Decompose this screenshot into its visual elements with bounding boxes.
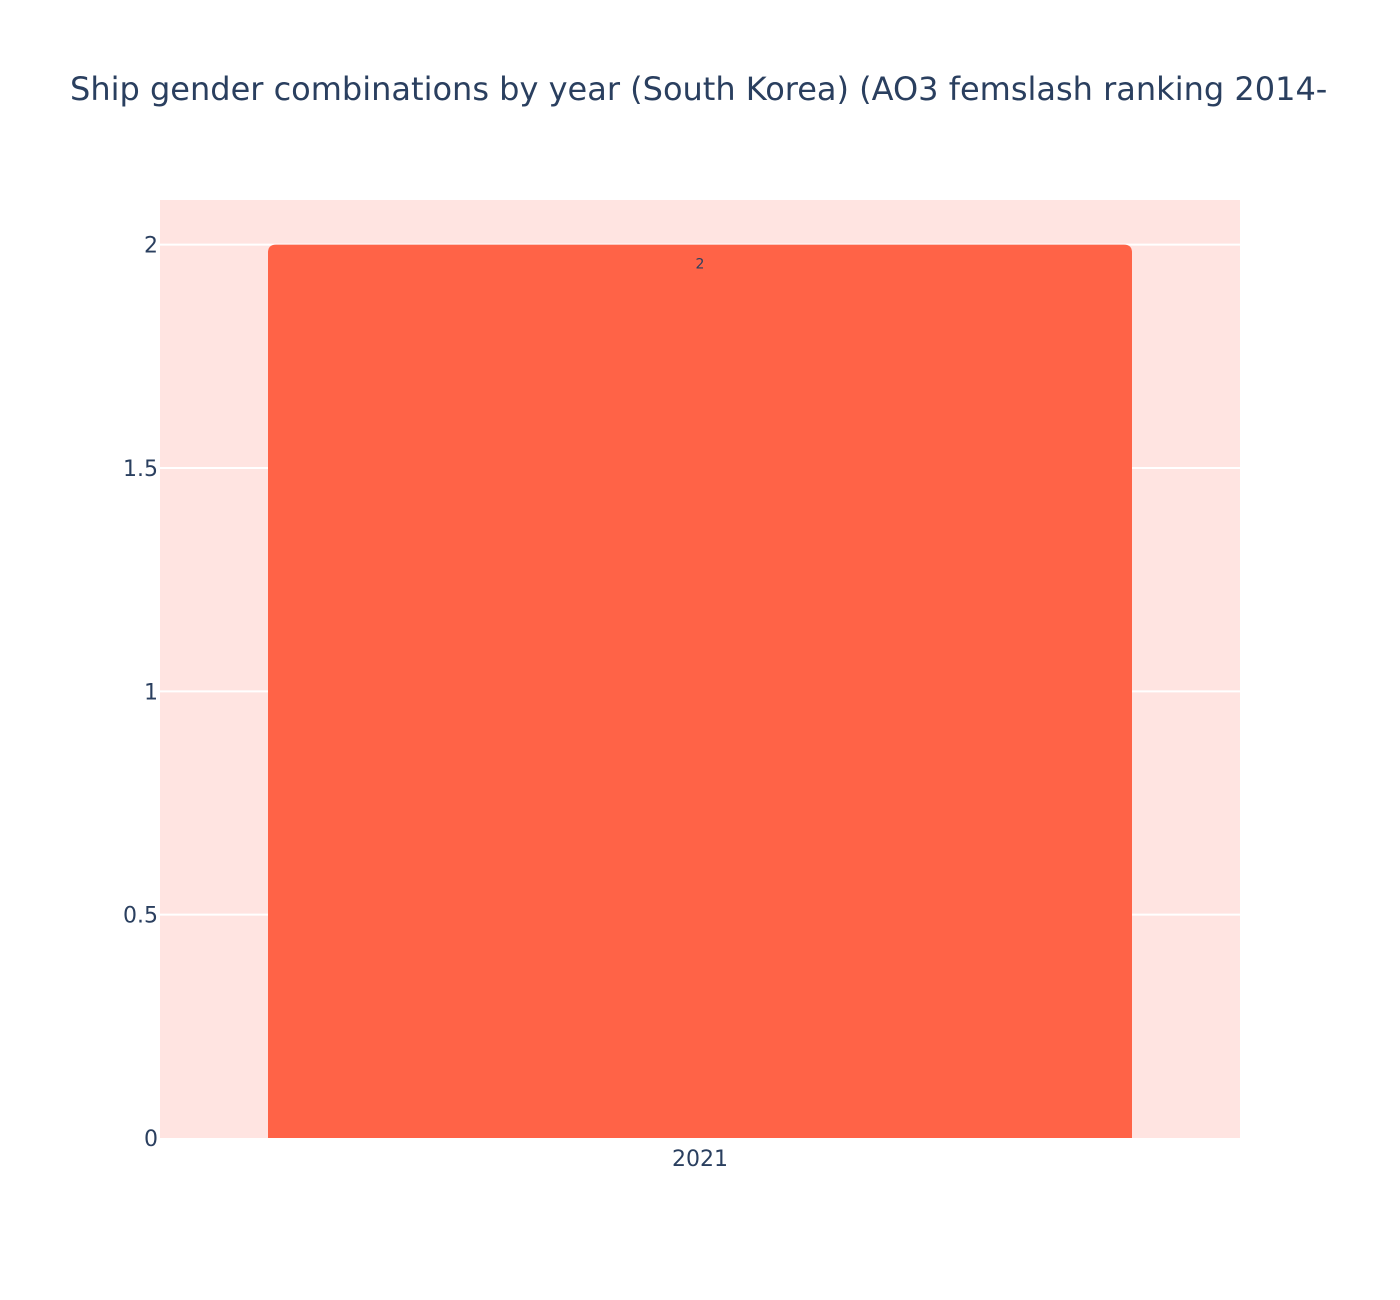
chart-title: Ship gender combinations by year (South …: [70, 70, 1327, 108]
y-tick-label: 0.5: [123, 904, 158, 929]
x-axis-ticks: 2021: [672, 1147, 728, 1172]
data-label-2021: 2: [696, 257, 705, 273]
x-tick-label: 2021: [672, 1147, 728, 1172]
y-tick-label: 1: [144, 680, 158, 705]
y-tick-label: 1.5: [123, 457, 158, 482]
y-axis-ticks: 0 0.5 1 1.5 2: [123, 234, 158, 1152]
data-labels: 2: [696, 257, 705, 273]
y-tick-label: 0: [144, 1127, 158, 1152]
y-tick-label: 2: [144, 234, 158, 259]
bars: [268, 244, 1132, 1138]
bar-2021: [268, 244, 1132, 1138]
